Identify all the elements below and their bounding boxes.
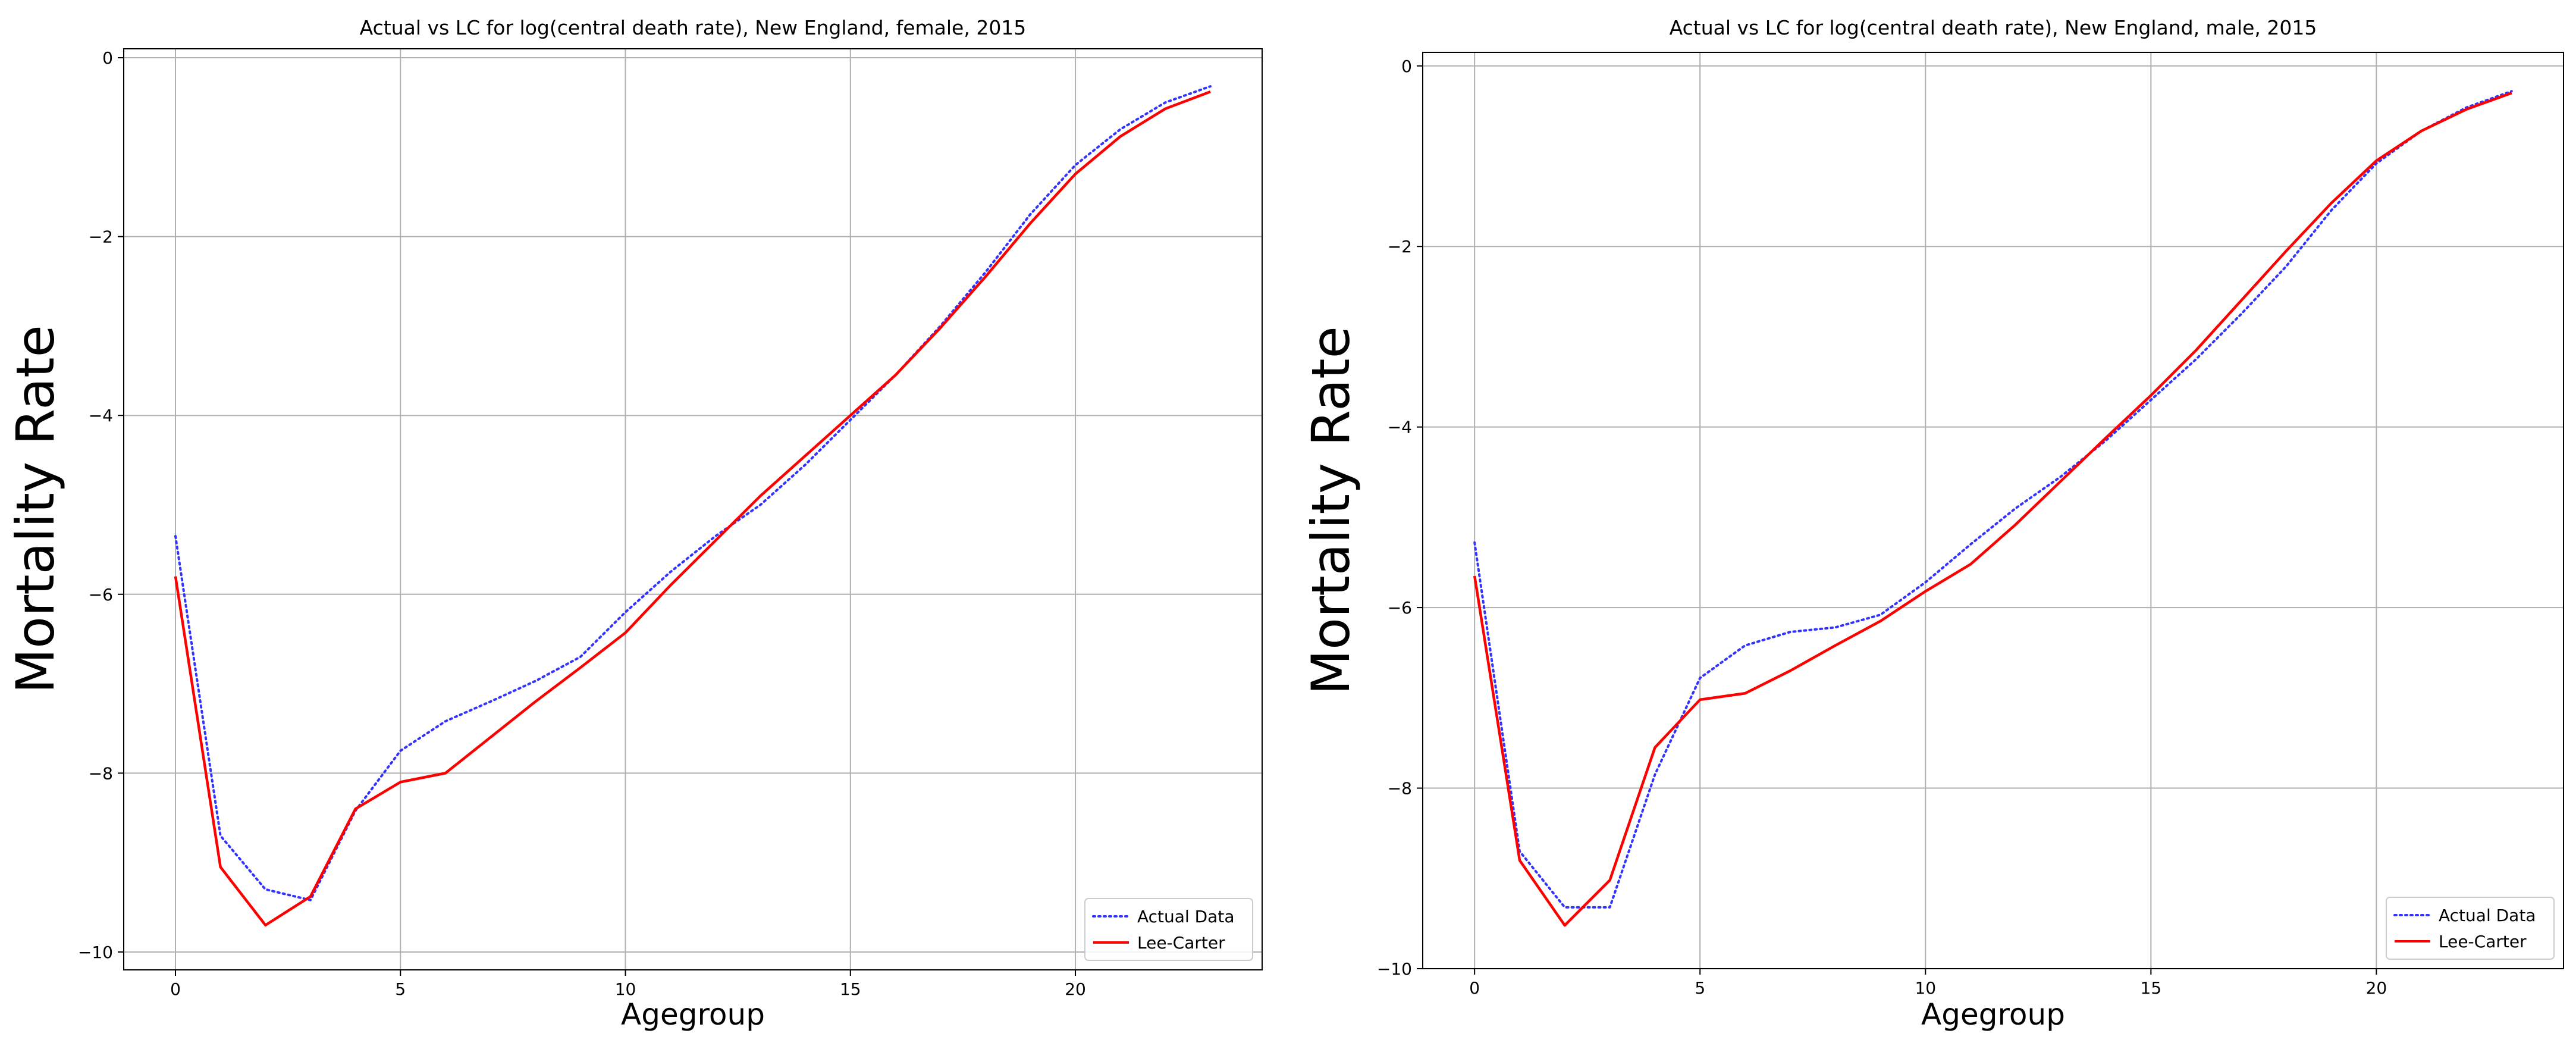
x-axis-label: Agegroup bbox=[621, 997, 765, 1032]
series-line-actual-data bbox=[1473, 90, 2513, 909]
x-tick-label: 0 bbox=[170, 979, 181, 999]
y-tick-label: 0 bbox=[102, 48, 113, 68]
y-tick-label: −2 bbox=[1388, 237, 1412, 256]
y-tick-label: −2 bbox=[89, 227, 113, 247]
legend-box bbox=[2386, 897, 2555, 960]
legend: Actual Data Lee-Carter bbox=[1084, 898, 1253, 961]
y-tick-label: −8 bbox=[1388, 779, 1412, 799]
chart-title: Actual vs LC for log(central death rate)… bbox=[1670, 16, 2317, 39]
y-tick-label: −8 bbox=[89, 763, 113, 783]
y-axis-label: Mortality Rate bbox=[1300, 326, 1361, 695]
legend-box bbox=[1084, 898, 1253, 961]
legend-label: Lee-Carter bbox=[1137, 933, 1225, 953]
x-tick-label: 10 bbox=[1915, 978, 1936, 998]
x-tick-label: 20 bbox=[1065, 979, 1086, 999]
x-tick-label: 15 bbox=[2141, 978, 2162, 998]
y-tick-label: 0 bbox=[1401, 57, 1412, 76]
x-tick-label: 0 bbox=[1469, 978, 1480, 998]
series-line-lee-carter bbox=[1473, 92, 2512, 927]
legend-label: Actual Data bbox=[1137, 907, 1234, 926]
x-tick-label: 5 bbox=[395, 979, 406, 999]
plot-frame bbox=[123, 48, 1263, 970]
x-tick-label: 5 bbox=[1695, 978, 1705, 998]
series-line-actual-data bbox=[174, 85, 1212, 901]
x-tick-label: 15 bbox=[840, 979, 861, 999]
plot-frame bbox=[1422, 52, 2564, 969]
y-tick-label: −10 bbox=[78, 942, 113, 962]
legend-label: Actual Data bbox=[2439, 906, 2536, 925]
chart-panel-1: 0 5 10 15 20 0 −2 −4 −6 −8 −10 Actual vs LC for log… bbox=[1300, 16, 2564, 1032]
chart-title: Actual vs LC for log(central death rate)… bbox=[360, 16, 1027, 39]
y-tick-label: −6 bbox=[89, 585, 113, 605]
y-tick-label: −4 bbox=[89, 406, 113, 425]
y-tick-label: −4 bbox=[1388, 418, 1412, 437]
series-line-lee-carter bbox=[174, 90, 1211, 927]
legend: Actual Data Lee-Carter bbox=[2386, 897, 2555, 960]
chart-panel-0: 0 5 10 15 20 0 −2 −4 −6 −8 −10 Actual vs LC for log… bbox=[5, 16, 1263, 1032]
y-tick-label: −10 bbox=[1377, 959, 1412, 979]
legend-label: Lee-Carter bbox=[2439, 932, 2527, 951]
y-tick-label: −6 bbox=[1388, 598, 1412, 618]
x-tick-label: 10 bbox=[615, 979, 636, 999]
y-axis-label: Mortality Rate bbox=[5, 325, 66, 694]
x-tick-label: 20 bbox=[2366, 978, 2387, 998]
x-axis-label: Agegroup bbox=[1921, 997, 2065, 1032]
